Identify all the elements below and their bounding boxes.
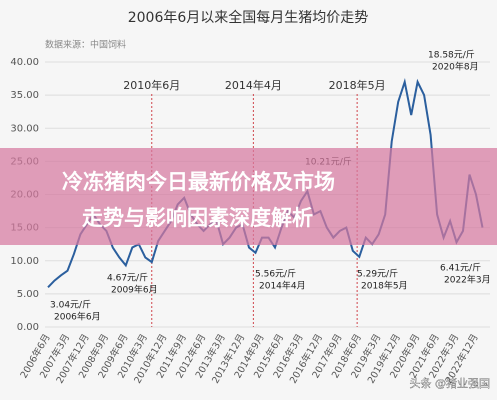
annotation-price: 6.41元/斤 xyxy=(440,263,481,274)
marker-label: 2014年4月 xyxy=(225,78,282,92)
chart-title: 2006年6月以来全国每月生猪均价走势 xyxy=(128,9,369,26)
annotation-price: 5.29元/斤 xyxy=(357,269,398,280)
banner-band xyxy=(0,148,497,245)
banner-text: 冷冻猪肉今日最新价格及市场 xyxy=(62,170,335,194)
annotation-price: 18.58元/斤 xyxy=(428,50,475,61)
annotation-date: 2009年6月 xyxy=(111,284,158,296)
annotation-date: 2006年6月 xyxy=(54,311,101,323)
y-tick-label: 40.00 xyxy=(10,57,39,68)
y-tick-label: 35.00 xyxy=(10,90,39,101)
annotation-date: 2014年4月 xyxy=(259,280,306,292)
marker-label: 2010年6月 xyxy=(123,78,180,92)
banner-text: 走势与影响因素深度解析 xyxy=(82,206,313,230)
chart-subtitle: 数据来源：中国饲料 xyxy=(45,39,126,51)
annotation-price: 3.04元/斤 xyxy=(50,300,91,311)
annotation-date: 2020年8月 xyxy=(432,61,479,73)
watermark: 头条 @猪业强国 xyxy=(410,376,491,390)
annotation-price: 5.56元/斤 xyxy=(255,269,296,280)
marker-label: 2018年5月 xyxy=(329,78,386,92)
y-tick-label: 10.00 xyxy=(10,256,39,267)
y-tick-label: 5.00 xyxy=(17,289,39,300)
y-tick-label: 30.00 xyxy=(10,123,39,134)
y-tick-label: 0.00 xyxy=(17,322,39,333)
annotation-date: 2022年3月 xyxy=(444,274,491,286)
annotation-price: 4.67元/斤 xyxy=(107,273,148,284)
annotation-date: 2018年5月 xyxy=(361,280,408,292)
